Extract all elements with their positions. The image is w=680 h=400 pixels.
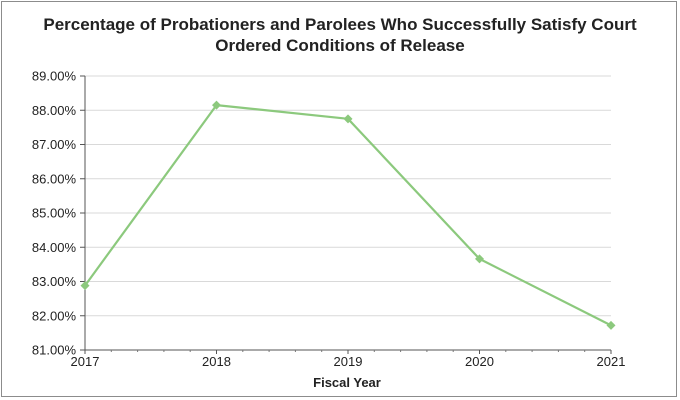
- x-tick-label: 2019: [334, 354, 363, 369]
- y-axis-ticks: 81.00% 82.00% 83.00% 84.00% 85.00% 86.00% 87.0…: [32, 69, 85, 358]
- data-point-marker: [475, 254, 484, 264]
- series-line: [84, 104, 612, 327]
- x-tick-label: 2018: [202, 354, 231, 369]
- y-tick-label: 83.00%: [32, 274, 77, 289]
- data-point-marker: [343, 114, 353, 124]
- data-point-marker: [80, 281, 90, 291]
- y-tick-label: 84.00%: [32, 240, 77, 255]
- data-point-marker: [606, 320, 616, 330]
- x-tick-label: 2017: [71, 354, 100, 369]
- chart-title-line-2: Ordered Conditions of Release: [215, 36, 465, 55]
- y-tick-label: 88.00%: [32, 103, 77, 118]
- x-axis-ticks: 2017 2018 2019 2020 2021: [71, 350, 626, 369]
- y-tick-label: 86.00%: [32, 171, 77, 186]
- y-tick-label: 89.00%: [32, 69, 77, 84]
- series-group: [80, 100, 616, 330]
- y-tick-label: 82.00%: [32, 308, 77, 323]
- y-tick-label: 87.00%: [32, 137, 77, 152]
- x-tick-label: 2020: [465, 354, 494, 369]
- chart-title: Percentage of Probationers and Parolees …: [0, 14, 680, 56]
- x-axis-label: Fiscal Year: [313, 375, 381, 390]
- gridlines: [85, 75, 611, 317]
- data-point-marker: [212, 100, 221, 110]
- y-tick-label: 81.00%: [32, 343, 77, 358]
- y-tick-label: 85.00%: [32, 206, 77, 221]
- x-tick-label: 2021: [597, 354, 626, 369]
- chart-title-line-1: Percentage of Probationers and Parolees …: [43, 15, 637, 34]
